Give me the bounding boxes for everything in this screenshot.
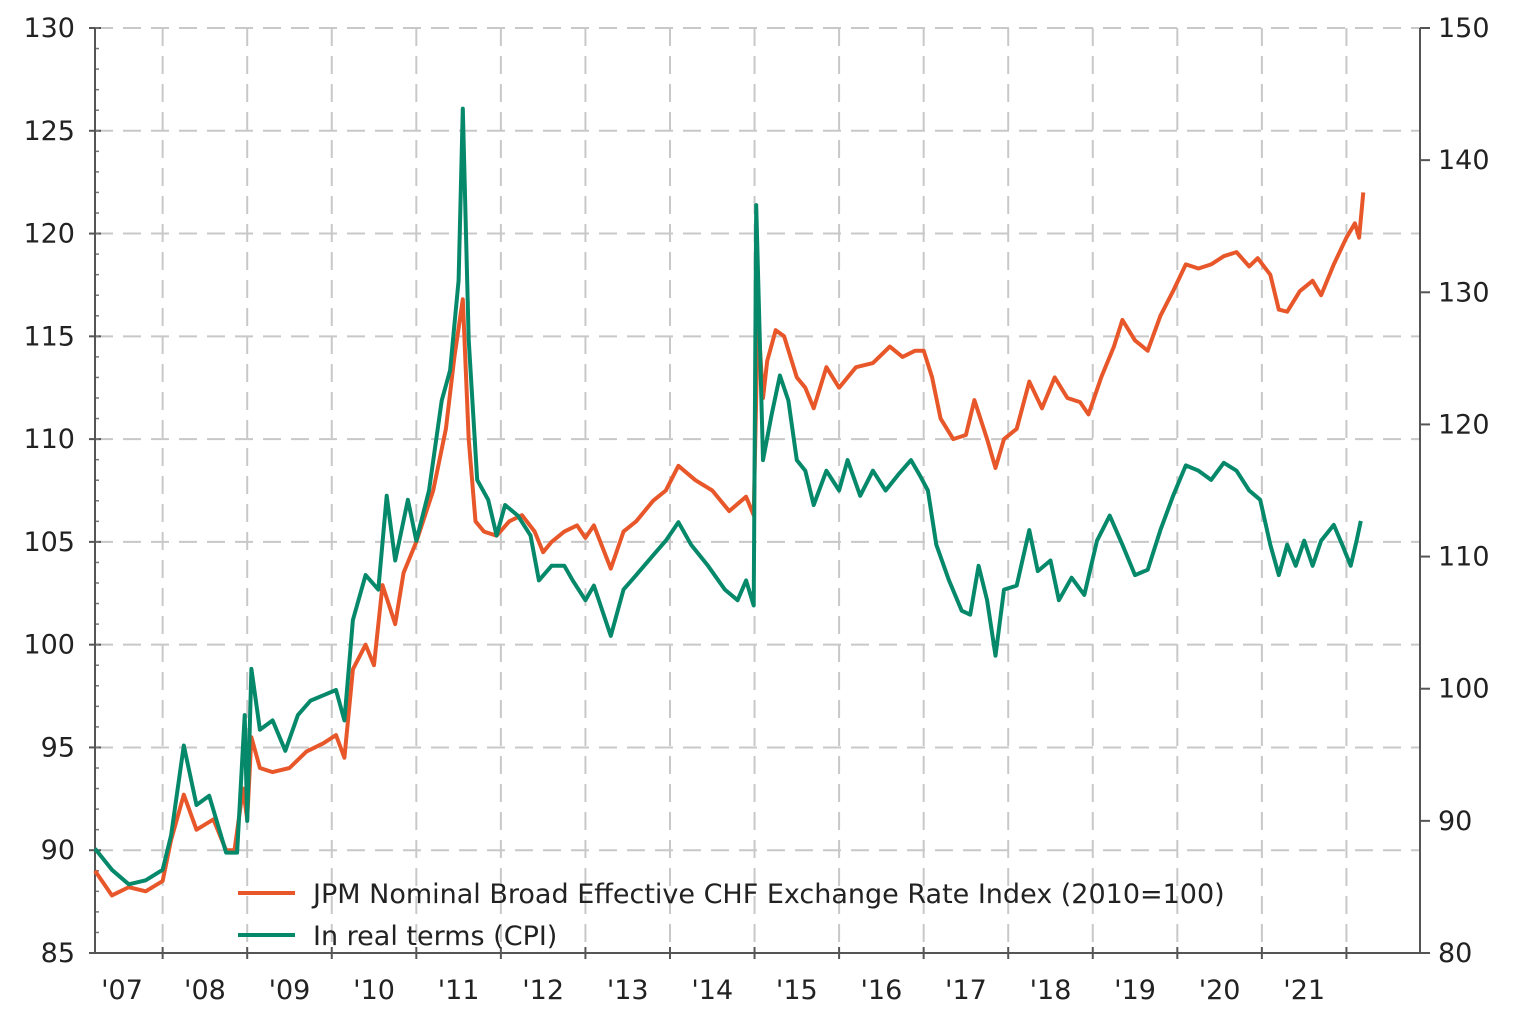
series-line-real — [93, 106, 1363, 887]
x-tick-label: '17 — [945, 975, 987, 1006]
x-tick-label: '11 — [438, 975, 480, 1006]
right-tick-label: 120 — [1438, 409, 1490, 440]
left-tick-label: 105 — [23, 527, 75, 558]
left-tick-label: 100 — [23, 630, 75, 661]
x-tick-label: '12 — [522, 975, 564, 1006]
right-tick-label: 130 — [1438, 277, 1490, 308]
x-tick-label: '16 — [860, 975, 902, 1006]
left-tick-label: 120 — [23, 219, 75, 250]
left-tick-label: 110 — [23, 424, 75, 455]
legend-label-real: In real terms (CPI) — [313, 921, 557, 952]
left-tick-label: 85 — [41, 938, 75, 969]
x-tick-label: '14 — [691, 975, 733, 1006]
x-tick-label: '08 — [184, 975, 226, 1006]
legend: JPM Nominal Broad Effective CHF Exchange… — [238, 879, 1225, 952]
left-tick-label: 90 — [41, 835, 75, 866]
x-tick-label: '10 — [353, 975, 395, 1006]
right-tick-label: 150 — [1438, 13, 1490, 44]
x-tick-label: '20 — [1199, 975, 1241, 1006]
legend-label-nominal: JPM Nominal Broad Effective CHF Exchange… — [311, 879, 1225, 910]
left-tick-label: 125 — [23, 116, 75, 147]
series-lines — [93, 106, 1366, 898]
x-tick-label: '09 — [269, 975, 311, 1006]
left-tick-label: 95 — [41, 732, 75, 763]
axes: 130 125 120 115 110 105 100 95 90 85 150 140 130 120 1… — [23, 13, 1489, 1006]
left-tick-label: 130 — [23, 13, 75, 44]
x-tick-label: '18 — [1030, 975, 1072, 1006]
left-tick-label: 115 — [23, 321, 75, 352]
grid — [95, 27, 1420, 953]
right-tick-label: 80 — [1438, 938, 1472, 969]
series-line-nominal — [93, 192, 1366, 898]
x-tick-label: '21 — [1283, 975, 1325, 1006]
x-tick-label: '13 — [607, 975, 649, 1006]
x-tick-label: '15 — [776, 975, 818, 1006]
x-tick-label: '07 — [101, 975, 143, 1006]
right-tick-label: 140 — [1438, 145, 1490, 176]
x-tick-label: '19 — [1114, 975, 1156, 1006]
right-tick-label: 100 — [1438, 674, 1490, 705]
right-tick-label: 110 — [1438, 542, 1490, 573]
right-tick-label: 90 — [1438, 806, 1472, 837]
